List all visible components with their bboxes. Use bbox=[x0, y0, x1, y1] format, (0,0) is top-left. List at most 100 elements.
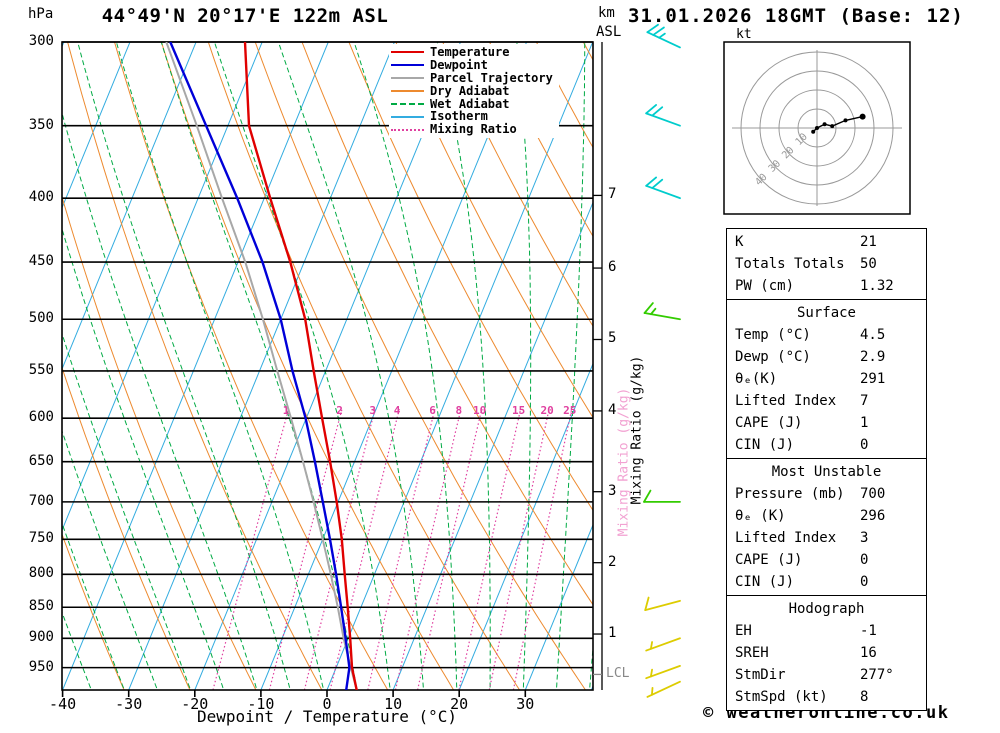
table-row-label: Lifted Index bbox=[735, 393, 837, 409]
dry-adiabat-line bbox=[207, 42, 521, 690]
table-row-label: SREH bbox=[735, 645, 769, 661]
mixing-ratio-line bbox=[417, 408, 483, 690]
table-row: θₑ (K) 296 bbox=[727, 505, 926, 527]
legend-item: Isotherm bbox=[391, 110, 553, 123]
table-row-label: K bbox=[735, 234, 744, 250]
table-row: K 21 bbox=[727, 231, 926, 253]
dry-adiabat-line bbox=[489, 42, 593, 238]
legend-item-label: Parcel Trajectory bbox=[430, 70, 553, 85]
pressure-axis-unit: hPa bbox=[28, 6, 54, 22]
table-row-label: CIN (J) bbox=[735, 574, 795, 590]
isotherm-line bbox=[62, 42, 197, 371]
table-row-value: 16 bbox=[860, 645, 877, 661]
hodograph-unit-label: kt bbox=[736, 27, 752, 42]
wet-adiabat-line bbox=[0, 42, 60, 696]
x-axis-title: Dewpoint / Temperature (°C) bbox=[196, 707, 458, 726]
table-row-label: StmDir bbox=[735, 667, 786, 683]
altitude-axis-unit-km: km bbox=[598, 5, 615, 21]
wet-adiabat-line bbox=[214, 42, 391, 690]
mixing-ratio-line bbox=[329, 408, 400, 690]
legend-line-sample bbox=[391, 128, 424, 131]
mixing-ratio-axis-label-ghost: Mixing Ratio (g/kg) bbox=[616, 387, 632, 537]
table-row-value: 8 bbox=[860, 689, 869, 705]
hodograph-ring bbox=[740, 51, 894, 205]
legend-line-sample bbox=[391, 77, 424, 80]
isotherm-line bbox=[458, 362, 593, 690]
isotherm-line bbox=[62, 42, 65, 48]
dry-adiabat-line bbox=[62, 366, 191, 690]
legend-line-sample bbox=[391, 103, 424, 105]
wet-adiabat-line bbox=[62, 610, 92, 690]
table-row-label: Dewp (°C) bbox=[735, 349, 811, 365]
wet-adiabat-line bbox=[62, 521, 125, 690]
table-row-value: 2.9 bbox=[860, 349, 886, 365]
wet-adiabat-line bbox=[516, 42, 532, 690]
mixing-ratio-line bbox=[394, 408, 462, 690]
table-row: StmSpd (kt) 8 bbox=[727, 686, 926, 708]
table-row-value: 1 bbox=[860, 415, 869, 431]
table-row: CAPE (J) 0 bbox=[727, 549, 926, 571]
dry-adiabat-line bbox=[62, 532, 125, 690]
altitude-axis-unit-asl: ASL bbox=[596, 24, 622, 40]
table-row: Pressure (mb) 700 bbox=[727, 483, 926, 505]
table-row: EH -1 bbox=[727, 620, 926, 642]
table-row-label: CAPE (J) bbox=[735, 552, 803, 568]
table-row-value: 50 bbox=[860, 256, 877, 272]
legend-item: Wet Adiabat bbox=[391, 97, 553, 111]
legend-item-label: Temperature bbox=[430, 45, 510, 59]
table-row: Lifted Index 3 bbox=[727, 527, 926, 549]
table-row-value: 1.32 bbox=[860, 278, 894, 294]
dry-adiabat-line bbox=[395, 42, 593, 419]
table-row-value: 700 bbox=[860, 486, 886, 502]
dry-adiabat-line bbox=[62, 195, 257, 690]
table-row: Dewp (°C) 2.9 bbox=[727, 346, 926, 368]
mixing-ratio-value-label: 15 bbox=[512, 404, 525, 417]
hodograph-trace-point bbox=[811, 129, 816, 134]
table-row-value: 3 bbox=[860, 530, 869, 546]
isotherm-line bbox=[62, 42, 329, 690]
wet-adiabat-line bbox=[62, 429, 158, 690]
legend-line-sample bbox=[391, 51, 424, 54]
legend-line-sample bbox=[391, 64, 424, 67]
hodograph-trace-point bbox=[830, 124, 835, 129]
table-row: Totals Totals 50 bbox=[727, 253, 926, 275]
table-row-label: Lifted Index bbox=[735, 530, 837, 546]
dry-adiabat-line bbox=[0, 42, 60, 696]
table-row-label: CIN (J) bbox=[735, 437, 795, 453]
wet-adiabat-line bbox=[77, 42, 291, 690]
legend-item: Parcel Trajectory bbox=[391, 70, 553, 85]
table-row-label: StmSpd (kt) bbox=[735, 689, 828, 705]
table-row-label: Pressure (mb) bbox=[735, 486, 845, 502]
wet-adiabat-line bbox=[0, 42, 27, 696]
isotherm-line bbox=[524, 523, 593, 690]
legend-item-label: Dewpoint bbox=[430, 57, 488, 72]
mixing-ratio-value-label: 1 bbox=[283, 404, 290, 417]
dry-adiabat-line bbox=[160, 42, 455, 690]
isotherm-line bbox=[392, 201, 593, 690]
legend: Temperature Dewpoint Parcel Trajectory Dry … bbox=[389, 44, 559, 139]
mixing-ratio-line bbox=[367, 408, 436, 690]
mixing-ratio-value-label: 4 bbox=[394, 404, 401, 417]
mixing-ratio-line bbox=[488, 408, 550, 690]
wind-barb bbox=[645, 664, 681, 680]
sounding-curves bbox=[165, 42, 358, 690]
isotherm-line bbox=[326, 42, 593, 690]
mixing-ratio-value-label: 25 bbox=[563, 404, 576, 417]
table-row-value: 0 bbox=[860, 552, 869, 568]
hodograph-ring bbox=[778, 89, 856, 167]
wind-barb bbox=[645, 104, 681, 127]
wet-adiabat-line bbox=[62, 111, 258, 690]
table-row: SREH 16 bbox=[727, 642, 926, 664]
mixing-ratio-line bbox=[212, 408, 290, 690]
wind-barb bbox=[646, 23, 681, 49]
mixing-ratio-value-label: 8 bbox=[455, 404, 462, 417]
table-row-value: 0 bbox=[860, 574, 869, 590]
dry-adiabat-line bbox=[348, 42, 593, 512]
mixing-ratio-value-label: 6 bbox=[429, 404, 436, 417]
wind-barb bbox=[643, 302, 681, 321]
mixing-ratio-axis-label: Mixing Ratio (g/kg) bbox=[629, 355, 645, 505]
table-row-label: EH bbox=[735, 623, 752, 639]
wind-barb bbox=[645, 176, 681, 200]
